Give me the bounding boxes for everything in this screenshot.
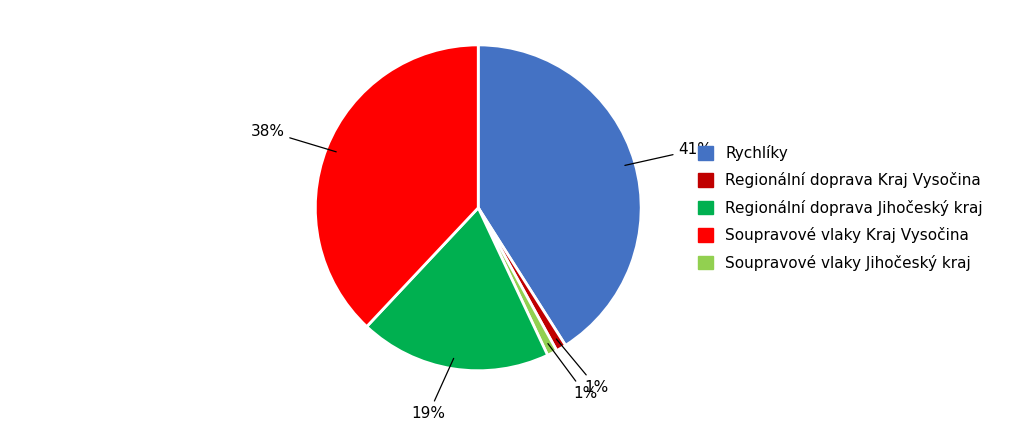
- Wedge shape: [478, 208, 566, 351]
- Text: 1%: 1%: [557, 339, 609, 395]
- Wedge shape: [366, 208, 547, 371]
- Wedge shape: [478, 208, 557, 355]
- Legend: Rychlíky, Regionální doprava Kraj Vysočina, Regionální doprava Jihočeský kraj, S: Rychlíky, Regionální doprava Kraj Vysoči…: [698, 145, 983, 271]
- Wedge shape: [315, 45, 478, 326]
- Text: 38%: 38%: [251, 124, 337, 152]
- Wedge shape: [478, 45, 641, 346]
- Text: 1%: 1%: [548, 343, 597, 401]
- Text: 41%: 41%: [625, 142, 712, 165]
- Text: 19%: 19%: [411, 358, 453, 421]
